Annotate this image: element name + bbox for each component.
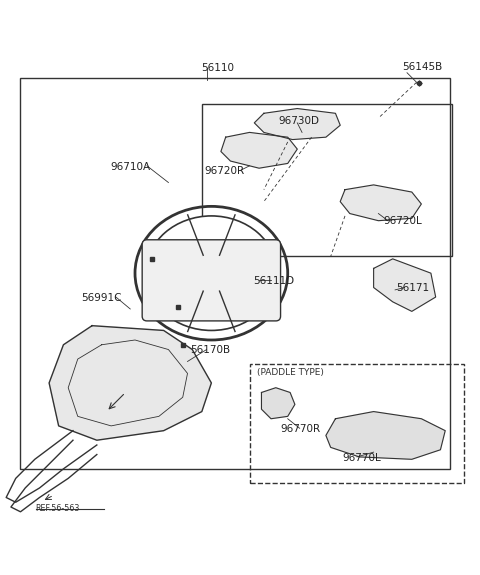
- Ellipse shape: [146, 216, 277, 331]
- Text: 96710A: 96710A: [110, 162, 150, 172]
- Text: 56111D: 56111D: [253, 277, 294, 286]
- Text: 56991C: 56991C: [82, 293, 122, 303]
- Polygon shape: [326, 412, 445, 459]
- Polygon shape: [262, 388, 295, 419]
- Polygon shape: [373, 259, 436, 311]
- Polygon shape: [254, 109, 340, 140]
- Text: 56170B: 56170B: [190, 346, 230, 355]
- Polygon shape: [221, 132, 297, 168]
- Text: 96720L: 96720L: [383, 216, 422, 226]
- Text: 96770R: 96770R: [281, 424, 321, 434]
- Text: 56110: 56110: [201, 63, 234, 73]
- Bar: [250, 364, 464, 483]
- Polygon shape: [340, 185, 421, 221]
- Text: 96720R: 96720R: [204, 166, 244, 175]
- Text: (PADDLE TYPE): (PADDLE TYPE): [257, 367, 324, 377]
- Text: REF.56-563: REF.56-563: [36, 504, 80, 513]
- Bar: [202, 104, 452, 256]
- FancyBboxPatch shape: [142, 240, 281, 321]
- Bar: [21, 78, 450, 469]
- Polygon shape: [49, 325, 211, 440]
- Text: 56145B: 56145B: [402, 62, 443, 72]
- Text: 96730D: 96730D: [278, 116, 319, 126]
- Text: 96770L: 96770L: [343, 453, 381, 463]
- Text: 56171: 56171: [396, 283, 430, 293]
